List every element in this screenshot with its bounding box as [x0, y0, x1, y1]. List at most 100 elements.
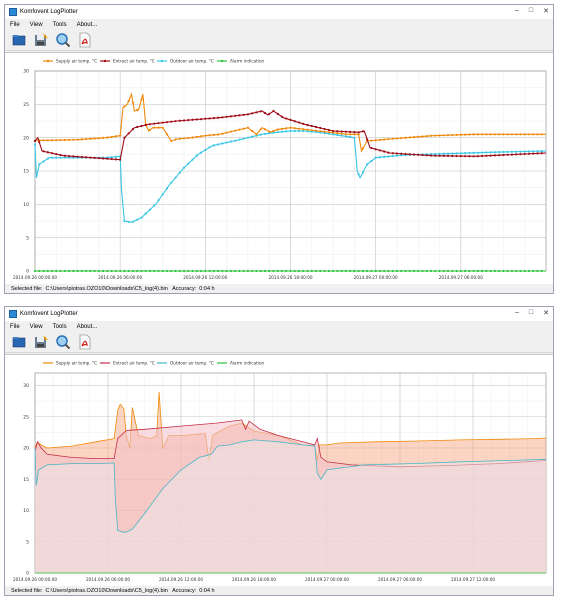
data-point: [234, 269, 237, 273]
data-point: [425, 154, 428, 157]
data-point: [340, 132, 343, 135]
data-point: [148, 123, 152, 126]
data-point: [297, 127, 301, 130]
data-point: [310, 129, 313, 132]
data-point: [50, 156, 54, 159]
data-point: [515, 133, 518, 136]
data-point: [144, 123, 147, 127]
data-point: [331, 133, 335, 136]
data-point: [353, 136, 356, 139]
chart-area[interactable]: 2014.09.26 00:00:00 2014.09.26 06:00:00 20…: [5, 52, 553, 286]
data-point: [421, 135, 424, 138]
x-tick-label: 2014.09.26 06:00:00: [98, 275, 142, 280]
data-point: [412, 153, 416, 156]
window-controls: – □ ✕: [515, 309, 549, 317]
close-icon[interactable]: ✕: [543, 310, 549, 317]
menu-bar: File View Tools About...: [5, 19, 553, 30]
data-point: [438, 269, 441, 273]
data-point: [451, 269, 454, 273]
data-point: [131, 220, 135, 223]
maximize-icon[interactable]: □: [528, 7, 534, 14]
save-icon[interactable]: [33, 334, 49, 350]
data-point: [165, 269, 169, 273]
open-folder-icon[interactable]: [11, 32, 27, 48]
data-point: [59, 156, 62, 159]
data-point: [221, 116, 224, 119]
open-folder-icon[interactable]: [11, 334, 27, 350]
data-point: [42, 160, 45, 163]
data-point: [349, 135, 352, 139]
data-point: [293, 129, 296, 133]
data-point: [38, 269, 41, 273]
data-point: [85, 137, 88, 141]
data-point: [123, 136, 126, 139]
data-point: [174, 269, 177, 273]
data-point: [319, 130, 322, 133]
data-point: [123, 219, 126, 223]
data-point: [42, 269, 45, 273]
pdf-export-icon[interactable]: [77, 334, 93, 350]
data-point: [153, 126, 156, 129]
data-point: [425, 269, 428, 273]
data-point: [374, 139, 377, 142]
menu-view[interactable]: View: [29, 323, 43, 330]
save-icon[interactable]: [33, 32, 49, 48]
menu-file[interactable]: File: [10, 323, 20, 330]
pdf-export-icon[interactable]: [77, 32, 93, 48]
maximize-icon[interactable]: □: [528, 309, 534, 316]
data-point: [400, 152, 403, 155]
chart-area[interactable]: 2014.09.26 00:00:00 2014.09.26 06:00:00 20…: [5, 354, 553, 588]
series-line: [34, 419, 547, 468]
data-point: [251, 135, 254, 138]
data-point: [221, 132, 224, 135]
data-point: [378, 156, 382, 159]
data-point: [161, 121, 164, 124]
menu-tools[interactable]: Tools: [52, 21, 67, 28]
data-point: [123, 269, 126, 273]
zoom-icon[interactable]: [55, 334, 71, 350]
data-point: [178, 119, 181, 122]
minimize-icon[interactable]: –: [514, 7, 519, 14]
data-point: [242, 269, 245, 273]
data-point: [374, 148, 377, 151]
menu-about[interactable]: About...: [76, 323, 98, 330]
menu-view[interactable]: View: [29, 21, 43, 28]
menu-about[interactable]: About...: [76, 21, 98, 28]
data-point: [536, 152, 539, 155]
data-point: [370, 146, 373, 150]
data-point: [259, 128, 262, 131]
data-point: [229, 130, 232, 133]
data-point: [238, 114, 241, 117]
zoom-icon[interactable]: [55, 32, 71, 48]
app-window-1: Komfovent LogPlotter – □ ✕ File View Too…: [4, 4, 554, 294]
data-point: [238, 138, 241, 141]
data-point: [340, 269, 343, 273]
data-point: [323, 127, 326, 131]
minimize-icon[interactable]: –: [514, 309, 519, 316]
menu-file[interactable]: File: [10, 21, 20, 28]
data-point: [55, 139, 58, 142]
menu-tools[interactable]: Tools: [52, 323, 67, 330]
data-point: [114, 269, 118, 273]
data-point: [297, 129, 301, 133]
data-point: [446, 154, 450, 158]
data-point: [153, 269, 156, 273]
data-point: [485, 269, 488, 273]
app-window-2: Komfovent LogPlotter – □ ✕ File View Too…: [4, 306, 554, 596]
data-point: [361, 171, 364, 174]
data-point: [182, 137, 186, 140]
data-point: [238, 128, 241, 131]
data-point: [319, 126, 322, 130]
data-point: [199, 135, 203, 138]
data-point: [506, 133, 509, 136]
y-tick-label: 30: [23, 383, 29, 389]
close-icon[interactable]: ✕: [543, 8, 549, 15]
data-point: [349, 269, 352, 273]
data-point: [498, 154, 501, 157]
data-point: [527, 133, 531, 136]
y-tick-label: 0: [26, 269, 29, 275]
data-point: [280, 127, 284, 130]
data-point: [272, 109, 275, 113]
data-point: [515, 269, 518, 273]
data-point: [251, 269, 254, 273]
